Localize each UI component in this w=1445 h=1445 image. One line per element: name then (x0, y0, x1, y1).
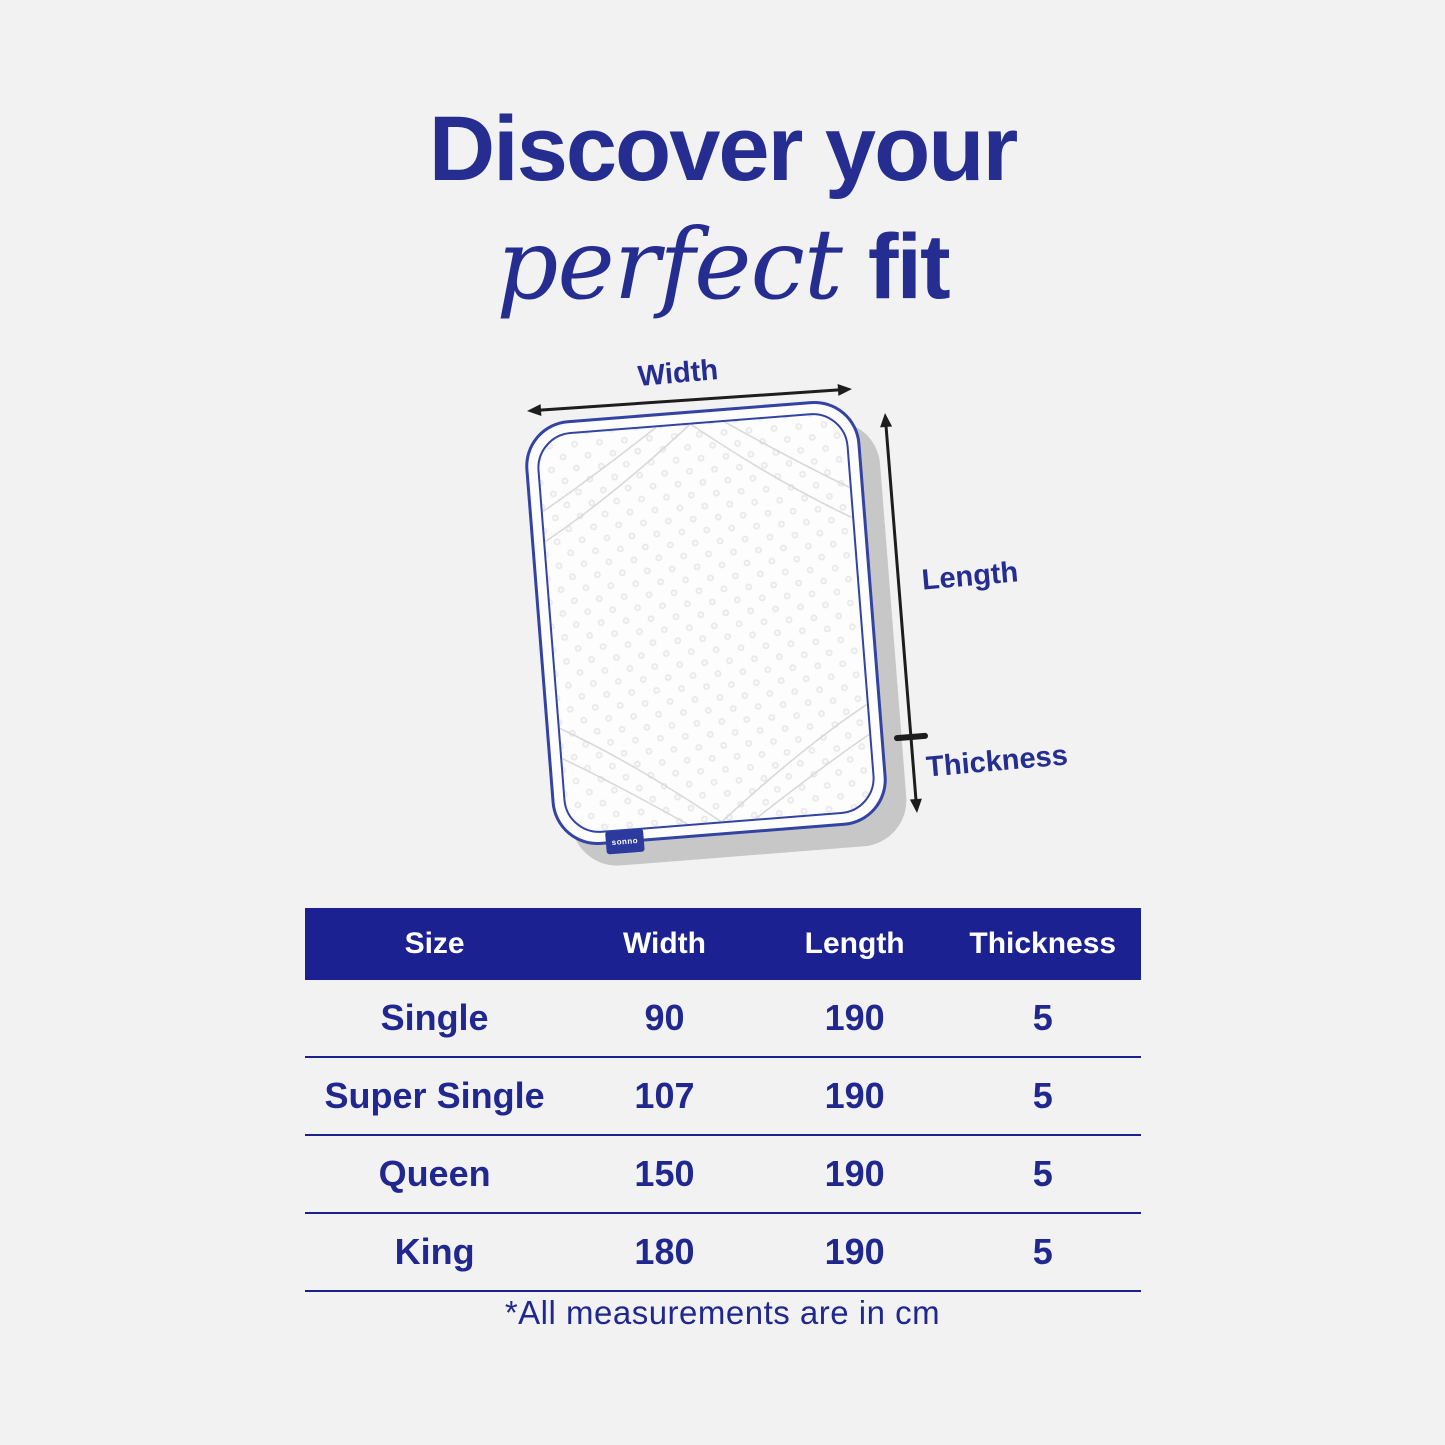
thickness-tick (894, 732, 928, 742)
cell-length: 190 (824, 1231, 885, 1272)
table-row: Single 90 190 5 (305, 980, 1141, 1058)
brand-tag: sonno (605, 828, 645, 855)
size-table: Size Width Length Thickness Single 90 19… (305, 908, 1141, 1292)
title-line2: perfect fit (0, 207, 1445, 322)
table-header-row: Size Width Length Thickness (305, 908, 1141, 980)
title-line2-accent: fit (867, 215, 951, 318)
title-line2-italic: perfect (496, 207, 842, 321)
cell-size: King (394, 1231, 475, 1272)
table-header-length: Length (804, 927, 905, 960)
length-arrow (880, 413, 928, 813)
cell-length: 190 (824, 1153, 885, 1194)
cell-length: 190 (824, 1075, 885, 1116)
cell-thickness: 5 (1032, 1075, 1053, 1116)
cell-size: Queen (378, 1153, 491, 1194)
cell-width: 180 (634, 1231, 695, 1272)
mattress-illustration: sonno (521, 397, 891, 855)
table-row: Super Single 107 190 5 (305, 1058, 1141, 1136)
table-header-width: Width (622, 927, 706, 960)
cell-thickness: 5 (1032, 1153, 1053, 1194)
cell-width: 107 (634, 1075, 695, 1116)
page-title: Discover your perfect fit (0, 96, 1445, 321)
measurements-footnote: *All measurements are in cm (504, 1294, 941, 1331)
table-header-size: Size (404, 927, 465, 960)
cell-width: 150 (634, 1153, 695, 1194)
mattress-quilted-surface (534, 410, 878, 836)
table-row: Queen 150 190 5 (305, 1136, 1141, 1214)
cell-size: Super Single (324, 1075, 545, 1116)
thickness-dimension-label: Thickness (924, 739, 1070, 784)
table-header-thickness: Thickness (969, 927, 1117, 960)
length-dimension-label: Length (920, 556, 1020, 597)
title-line1: Discover your (428, 98, 1019, 200)
mattress-corner-seams (539, 418, 873, 828)
cell-thickness: 5 (1032, 1231, 1053, 1272)
table-row: King 180 190 5 (305, 1214, 1141, 1292)
cell-length: 190 (824, 997, 885, 1038)
cell-size: Single (380, 997, 489, 1038)
cell-thickness: 5 (1032, 997, 1053, 1038)
cell-width: 90 (644, 997, 685, 1038)
width-dimension-label: Width (636, 354, 720, 393)
